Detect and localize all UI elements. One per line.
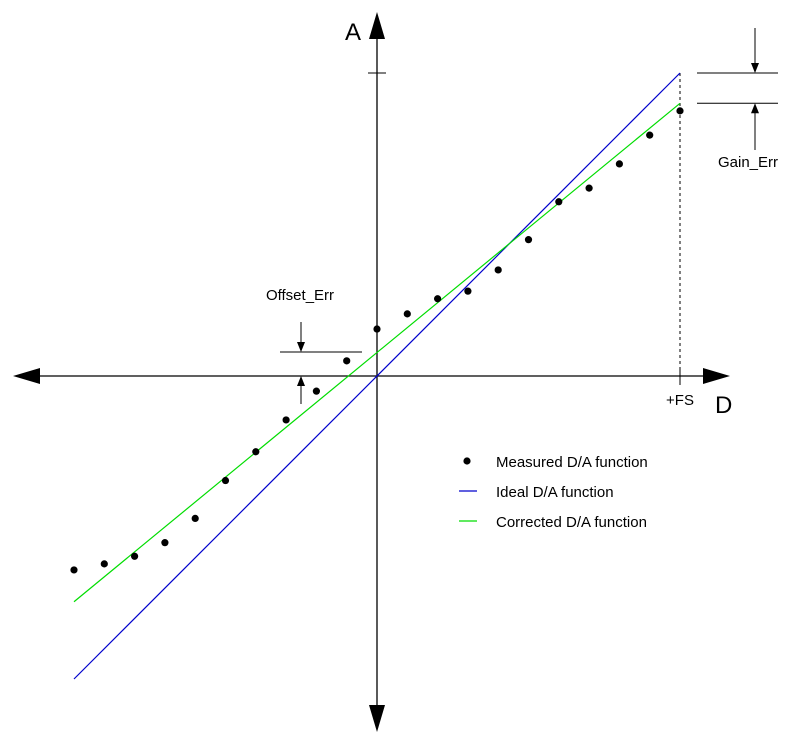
series-line-ideal (73, 72, 681, 680)
measured-point-20 (676, 107, 684, 115)
y-axis-arrow-down (369, 705, 385, 732)
measured-point-2 (131, 552, 139, 560)
y-axis-label: A (345, 19, 361, 46)
measured-points (70, 107, 684, 574)
legend-label-corrected: Corrected D/A function (496, 514, 647, 531)
legend: Measured D/A function Ideal D/A function… (459, 454, 648, 531)
measured-point-7 (282, 416, 290, 424)
x-axis-arrow-left (13, 368, 40, 384)
axes (13, 12, 730, 732)
measured-point-9 (343, 357, 351, 365)
measured-point-6 (252, 448, 260, 456)
gain-error-annotation: Gain_Err (697, 28, 778, 171)
legend-marker-measured (463, 457, 471, 465)
measured-point-10 (373, 325, 381, 333)
x-axis-arrow-right (703, 368, 730, 384)
offset-error-annotation: Offset_Err (266, 287, 362, 404)
measured-point-3 (161, 539, 169, 547)
measured-point-19 (646, 131, 654, 139)
measured-point-13 (464, 287, 472, 295)
gain-error-label: Gain_Err (718, 154, 778, 171)
measured-point-18 (615, 160, 624, 168)
measured-point-0 (70, 566, 78, 574)
legend-label-ideal: Ideal D/A function (496, 484, 614, 501)
x-tick-label-fs: +FS (666, 392, 694, 409)
measured-point-15 (524, 236, 533, 244)
legend-label-measured: Measured D/A function (496, 454, 648, 471)
measured-point-14 (494, 266, 502, 274)
y-axis-arrow-up (369, 12, 385, 39)
measured-point-1 (100, 560, 108, 568)
x-axis-label: D (715, 392, 732, 419)
measured-point-17 (585, 184, 593, 192)
measured-point-16 (555, 198, 563, 206)
measured-point-5 (221, 476, 230, 485)
measured-point-11 (403, 310, 411, 318)
measured-point-4 (191, 514, 199, 523)
offset-error-label: Offset_Err (266, 287, 334, 304)
measured-point-8 (312, 387, 320, 395)
series-line-corrected (73, 102, 681, 603)
measured-point-12 (434, 295, 442, 303)
